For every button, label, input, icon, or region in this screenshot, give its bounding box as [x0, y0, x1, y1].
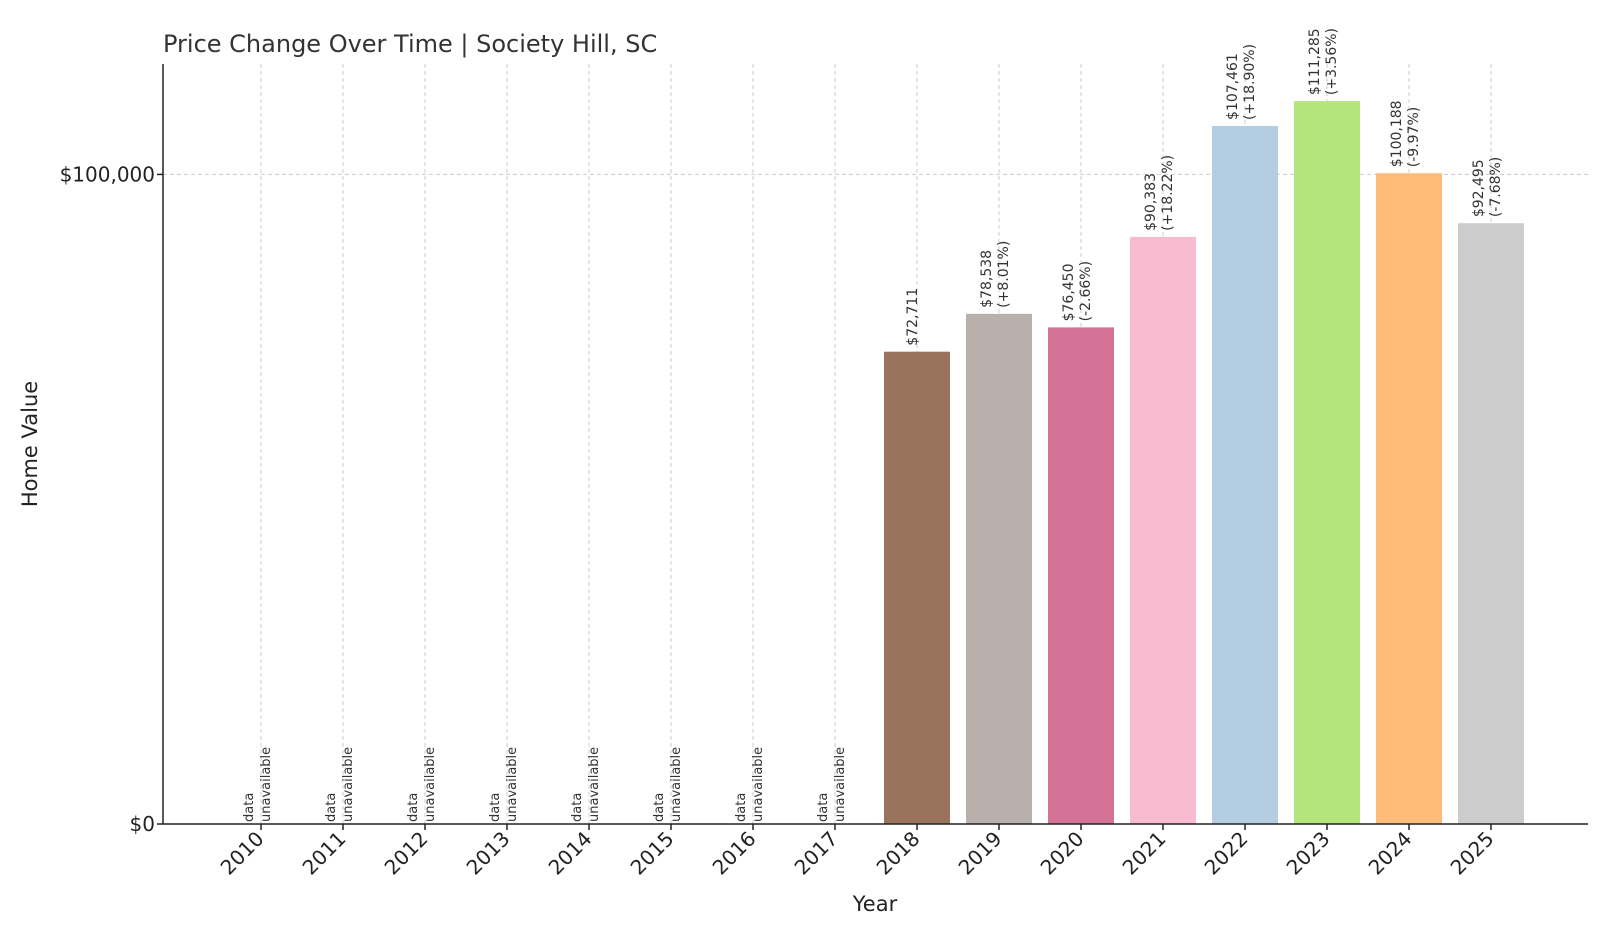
- bar-value-label: $107,461: [1225, 53, 1241, 120]
- bars: [884, 101, 1524, 825]
- bar-2023: [1294, 101, 1360, 825]
- bar-change-label: (-9.97%): [1406, 107, 1422, 167]
- x-tick-label: 2024: [1364, 827, 1417, 880]
- y-axis-title: Home Value: [18, 381, 42, 507]
- bar-value-label: $72,711: [905, 288, 921, 346]
- data-unavailable-label: data: [488, 793, 503, 822]
- data-unavailable-label: data: [406, 793, 421, 822]
- y-tick-label: $0: [130, 812, 155, 836]
- y-tick-label: $100,000: [60, 162, 155, 186]
- data-unavailable-label: unavailable: [751, 747, 766, 822]
- data-unavailable-label: unavailable: [833, 747, 848, 822]
- x-tick-label: 2023: [1282, 827, 1335, 880]
- data-unavailable-label: data: [324, 793, 339, 822]
- data-unavailable-label: unavailable: [341, 747, 356, 822]
- bar-change-label: (+18.90%): [1242, 44, 1258, 120]
- data-unavailable-label: data: [816, 793, 831, 822]
- bar-change-label: (+18.22%): [1160, 155, 1176, 231]
- chart-title: Price Change Over Time | Society Hill, S…: [163, 30, 657, 58]
- x-tick-label: 2011: [298, 827, 351, 880]
- x-tick-label: 2020: [1036, 827, 1089, 880]
- x-tick-label: 2025: [1446, 827, 1499, 880]
- bar-2022: [1212, 125, 1278, 824]
- data-unavailable-label: data: [242, 793, 257, 822]
- bar-value-label: $76,450: [1061, 263, 1077, 321]
- bar-change-label: (+8.01%): [996, 241, 1012, 308]
- bar-labels: data unavailable data unavailable data unavai…: [242, 28, 1504, 822]
- x-tick-label: 2017: [790, 827, 843, 880]
- bar-change-label: (+3.56%): [1324, 28, 1340, 95]
- bar-2019: [966, 313, 1032, 824]
- grid-lines: [163, 64, 1588, 824]
- bar-change-label: (-2.66%): [1078, 261, 1094, 321]
- bar-2020: [1048, 327, 1114, 824]
- x-tick-label: 2015: [626, 827, 679, 880]
- data-unavailable-label: data: [734, 793, 749, 822]
- data-unavailable-label: unavailable: [505, 747, 520, 822]
- x-tick-label: 2013: [462, 827, 515, 880]
- x-tick-label: 2010: [216, 827, 269, 880]
- data-unavailable-label: unavailable: [259, 747, 274, 822]
- bar-value-label: $78,538: [979, 250, 995, 308]
- bar-value-label: $111,285: [1307, 28, 1323, 95]
- bar-2018: [884, 351, 950, 824]
- x-tick-label: 2019: [954, 827, 1007, 880]
- bar-2025: [1458, 223, 1524, 824]
- bar-2021: [1130, 236, 1196, 825]
- bar-2024: [1376, 173, 1442, 824]
- x-tick-label: 2018: [872, 827, 925, 880]
- data-unavailable-label: unavailable: [669, 747, 684, 822]
- data-unavailable-label: unavailable: [587, 747, 602, 822]
- bar-change-label: (-7.68%): [1488, 157, 1504, 217]
- x-tick-label: 2016: [708, 827, 761, 880]
- data-unavailable-label: data: [652, 793, 667, 822]
- x-tick-label: 2014: [544, 827, 597, 880]
- bar-value-label: $90,383: [1143, 173, 1159, 231]
- x-tick-label: 2021: [1118, 827, 1171, 880]
- x-tick-label: 2012: [380, 827, 433, 880]
- data-unavailable-label: data: [570, 793, 585, 822]
- bar-value-label: $100,188: [1389, 100, 1405, 167]
- x-axis-title: Year: [852, 892, 898, 916]
- data-unavailable-label: unavailable: [423, 747, 438, 822]
- bar-value-label: $92,495: [1471, 159, 1487, 217]
- x-tick-label: 2022: [1200, 827, 1253, 880]
